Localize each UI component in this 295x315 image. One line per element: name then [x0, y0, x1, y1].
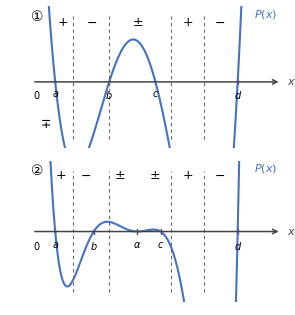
Text: $\mp$: $\mp$	[40, 118, 51, 131]
Text: $-$: $-$	[86, 16, 97, 29]
Text: $\alpha$: $\alpha$	[133, 240, 142, 249]
Text: $d$: $d$	[234, 240, 242, 252]
Text: $0$: $0$	[33, 240, 41, 252]
Text: $x$: $x$	[286, 77, 295, 87]
Text: $-$: $-$	[214, 16, 225, 29]
Text: $-$: $-$	[81, 169, 92, 182]
Text: $+$: $+$	[57, 16, 68, 29]
Text: $d$: $d$	[234, 89, 242, 101]
Text: $+$: $+$	[182, 169, 193, 182]
Text: $+$: $+$	[182, 16, 193, 29]
Text: $P(x)$: $P(x)$	[254, 8, 278, 21]
Text: $c$: $c$	[157, 240, 164, 249]
Text: $+$: $+$	[55, 169, 66, 182]
Text: $-$: $-$	[214, 169, 225, 182]
Text: $a$: $a$	[52, 240, 59, 249]
Text: $b$: $b$	[105, 89, 113, 101]
Text: $\pm$: $\pm$	[132, 16, 143, 29]
Text: ②: ②	[31, 164, 43, 178]
Text: $a$: $a$	[52, 89, 59, 100]
Text: $c$: $c$	[152, 89, 159, 100]
Text: ①: ①	[31, 10, 43, 24]
Text: $b$: $b$	[90, 240, 98, 252]
Text: $\pm$: $\pm$	[114, 169, 125, 182]
Text: $P(x)$: $P(x)$	[254, 162, 278, 175]
Text: $x$: $x$	[286, 226, 295, 237]
Text: $\pm$: $\pm$	[149, 169, 160, 182]
Text: $0$: $0$	[33, 89, 41, 101]
